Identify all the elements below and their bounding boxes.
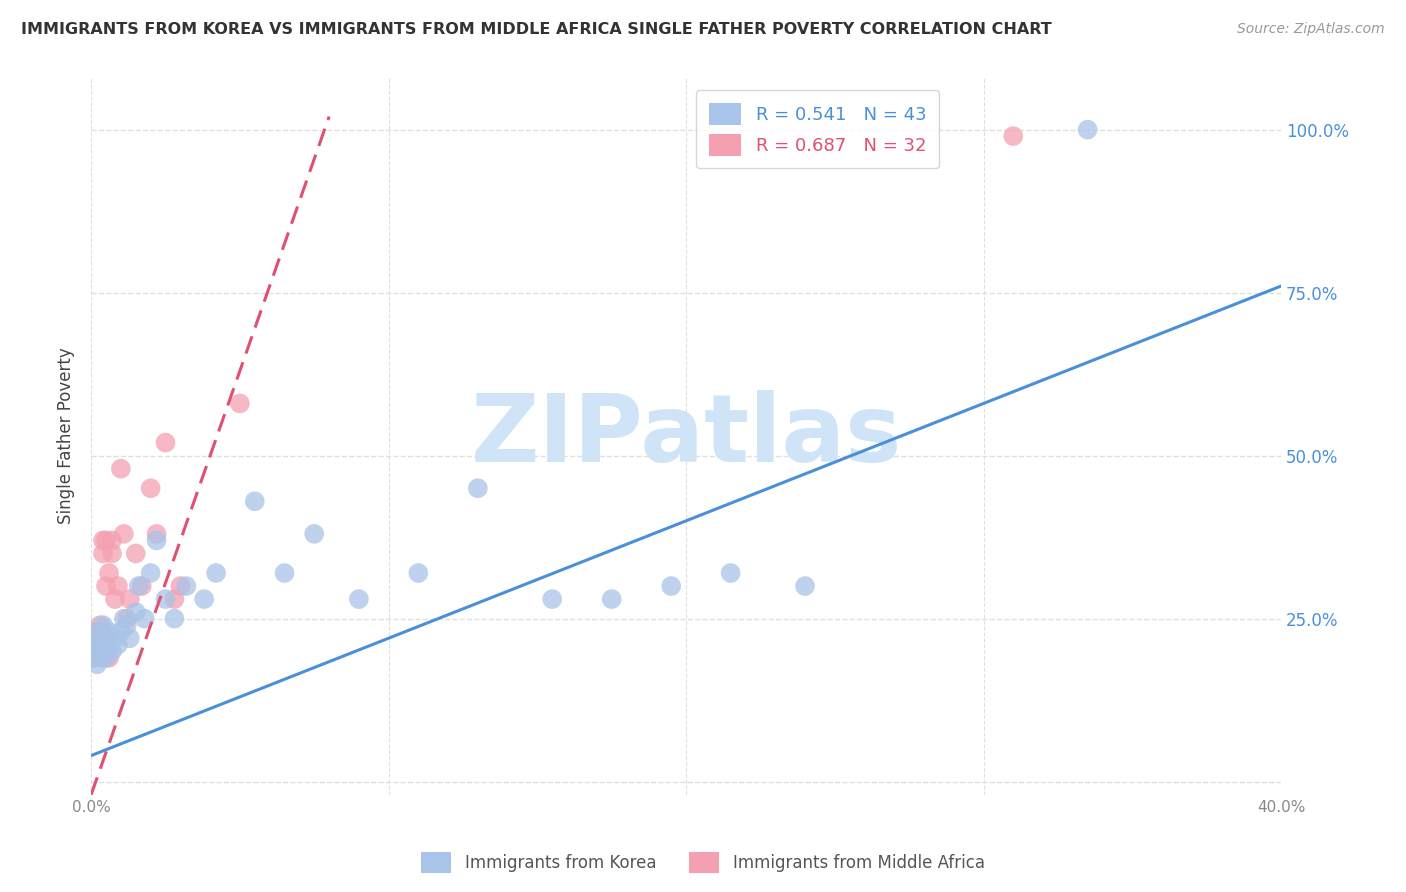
Point [91,644,114,658]
Point [347,592,370,607]
Point [89,631,111,645]
Point [98,566,121,580]
Point [86,624,108,639]
Point [91,650,114,665]
Point [720,566,742,580]
Point [94,579,117,593]
Point [115,618,138,632]
Point [94,650,117,665]
Point [91,618,114,632]
Point [104,592,127,607]
Point [86,624,108,639]
Text: IMMIGRANTS FROM KOREA VS IMMIGRANTS FROM MIDDLE AFRICA SINGLE FATHER POVERTY COR: IMMIGRANTS FROM KOREA VS IMMIGRANTS FROM… [21,22,1052,37]
Point [176,579,198,593]
Point [139,566,162,580]
Legend: Immigrants from Korea, Immigrants from Middle Africa: Immigrants from Korea, Immigrants from M… [415,846,991,880]
Point [467,481,489,495]
Point [541,592,564,607]
Point [118,631,141,645]
Point [83,650,105,665]
Point [659,579,682,593]
Point [112,612,135,626]
Point [128,579,150,593]
Point [145,533,167,548]
Point [169,579,191,593]
Point [125,546,148,560]
Point [98,638,121,652]
Point [91,546,114,560]
Point [112,527,135,541]
Point [86,644,108,658]
Point [94,631,117,645]
Point [94,533,117,548]
Point [1002,129,1025,144]
Point [115,612,138,626]
Point [273,566,295,580]
Point [101,644,124,658]
Point [83,650,105,665]
Point [131,579,153,593]
Point [243,494,266,508]
Point [89,618,111,632]
Point [89,644,111,658]
Point [155,435,177,450]
Point [193,592,215,607]
Point [83,631,105,645]
Point [101,533,124,548]
Point [145,527,167,541]
Point [94,631,117,645]
Y-axis label: Single Father Poverty: Single Father Poverty [58,348,75,524]
Point [89,631,111,645]
Point [302,527,325,541]
Point [83,638,105,652]
Point [104,631,127,645]
Point [110,624,132,639]
Point [118,592,141,607]
Point [89,650,111,665]
Point [86,638,108,652]
Point [1077,122,1099,136]
Point [86,657,108,672]
Point [83,631,105,645]
Point [229,396,252,410]
Text: ZIPatlas: ZIPatlas [471,390,901,482]
Point [98,650,121,665]
Point [139,481,162,495]
Point [408,566,430,580]
Point [107,579,129,593]
Point [205,566,228,580]
Legend: R = 0.541   N = 43, R = 0.687   N = 32: R = 0.541 N = 43, R = 0.687 N = 32 [696,90,939,169]
Point [107,638,129,652]
Point [98,624,121,639]
Point [794,579,817,593]
Point [125,605,148,619]
Point [134,612,156,626]
Point [110,461,132,475]
Point [163,592,186,607]
Point [155,592,177,607]
Point [600,592,623,607]
Point [101,546,124,560]
Point [91,533,114,548]
Point [163,612,186,626]
Text: Source: ZipAtlas.com: Source: ZipAtlas.com [1237,22,1385,37]
